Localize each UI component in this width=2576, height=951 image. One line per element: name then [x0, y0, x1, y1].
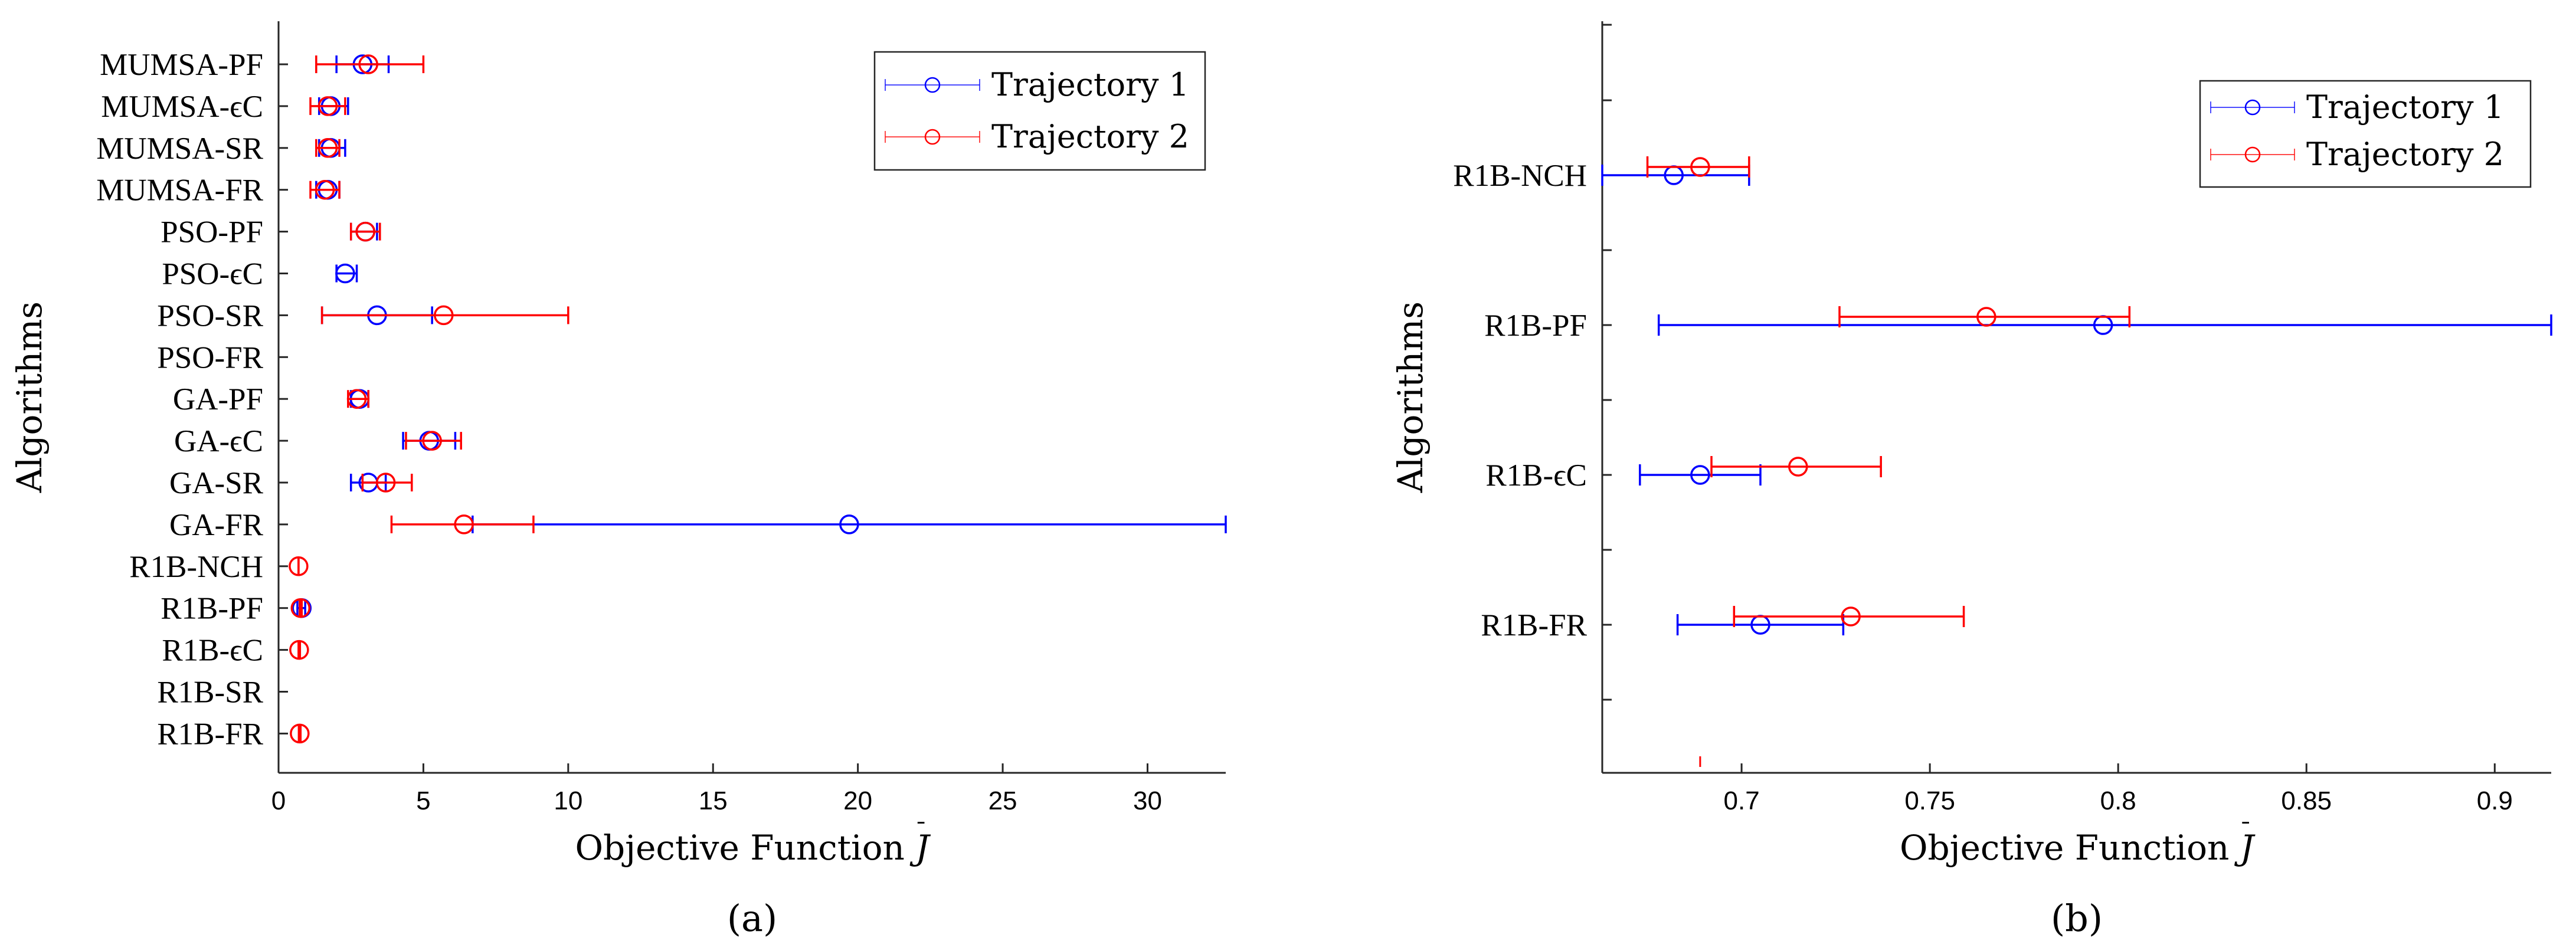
data-point — [434, 305, 454, 326]
y-tick-label: GA-ϵC — [174, 424, 263, 458]
data-point — [318, 96, 338, 116]
data-point — [335, 263, 355, 284]
y-tick-label: R1B-ϵC — [1485, 458, 1587, 493]
data-point — [375, 473, 396, 493]
y-tick-label: MUMSA-SR — [96, 132, 263, 166]
y-tick-label: R1B-FR — [1481, 608, 1587, 642]
legend-a: Trajectory 1 Trajectory 2 — [873, 51, 1206, 171]
y-tick-label: R1B-PF — [161, 592, 263, 626]
data-point — [289, 640, 309, 660]
data-point — [422, 431, 442, 451]
data-point — [318, 138, 338, 158]
y-tick-label: MUMSA-FR — [96, 173, 263, 208]
x-tick-label: 0.7 — [1724, 786, 1760, 815]
data-point — [1690, 157, 1710, 177]
y-tick-label: MUMSA-ϵC — [101, 90, 263, 124]
x-tick-label: 20 — [843, 786, 872, 815]
x-tick-label: 10 — [554, 786, 582, 815]
legend-sample-marker — [924, 77, 941, 93]
y-tick-label: R1B-ϵC — [162, 634, 263, 668]
data-point — [355, 221, 375, 242]
panel-label-a: (a) — [727, 897, 777, 940]
y-tick-label: GA-FR — [169, 508, 264, 542]
y-tick-label: R1B-NCH — [1453, 159, 1587, 193]
x-tick-label: 25 — [988, 786, 1017, 815]
x-tick-label: 30 — [1133, 786, 1162, 815]
data-point — [346, 389, 367, 409]
data-point — [1976, 307, 1996, 327]
chart-panel-a: 0 5 10 15 20 25 30 MUMSA-PF MUMSA-ϵC MUMSA-SR MUMS… — [9, 21, 1227, 940]
x-tick-label: 5 — [416, 786, 430, 815]
data-point — [1690, 465, 1710, 485]
legend-sample-marker — [924, 129, 941, 145]
y-tick-label: GA-PF — [173, 382, 263, 417]
axes-b: 0.7 0.75 0.8 0.85 0.9 R1B-NCH R1B-PF R1B-ϵC R1B-… — [1453, 21, 2551, 815]
legend-entry-label: Trajectory 2 — [991, 118, 1189, 155]
data-point — [290, 598, 311, 618]
y-tick-label: MUMSA-PF — [100, 48, 263, 82]
y-tick-label: R1B-FR — [157, 717, 263, 751]
legend-box — [873, 51, 1206, 171]
data-point — [839, 514, 859, 534]
x-tick-label: 0.9 — [2477, 786, 2513, 815]
y-tick-label: R1B-NCH — [129, 550, 263, 584]
y-tick-label: PSO-PF — [161, 215, 263, 250]
y-axis-label-a: Algorithms — [9, 301, 50, 493]
data-point — [315, 179, 335, 200]
axes-a: 0 5 10 15 20 25 30 MUMSA-PF MUMSA-ϵC MUMSA-SR MUMS… — [96, 21, 1226, 815]
legend-entry-label: Trajectory 2 — [2306, 136, 2504, 173]
data-marks-b — [1601, 156, 2552, 767]
data-point — [454, 514, 474, 534]
x-tick-label: 0.8 — [2100, 786, 2136, 815]
y-tick-label: PSO-ϵC — [162, 257, 263, 291]
data-point — [1841, 606, 1861, 627]
x-tick-label: 0.85 — [2281, 786, 2332, 815]
y-tick-label: PSO-FR — [157, 340, 263, 375]
legend-entry-label: Trajectory 1 — [2306, 88, 2504, 126]
legend-box — [2199, 80, 2532, 188]
panel-label-b: (b) — [2051, 897, 2103, 940]
data-point — [358, 54, 378, 74]
x-tick-label: 0.75 — [1904, 786, 1955, 815]
legend-entry-label: Trajectory 1 — [991, 66, 1189, 103]
data-point — [289, 556, 309, 576]
y-tick-label: PSO-SR — [157, 299, 263, 333]
legend-sample-marker — [2244, 99, 2261, 116]
data-point — [290, 723, 310, 744]
legend-b: Trajectory 1 Trajectory 2 — [2199, 80, 2532, 188]
y-axis-label-b: Algorithms — [1390, 301, 1431, 493]
x-axis-label-b: Objective Function J¯ — [1900, 818, 2256, 868]
data-point — [1788, 457, 1808, 477]
x-axis-label-a: Objective Function J¯ — [575, 818, 931, 868]
y-tick-label: GA-SR — [169, 466, 264, 500]
x-tick-label: 15 — [699, 786, 728, 815]
y-tick-label: R1B-PF — [1484, 309, 1587, 343]
y-tick-label: R1B-SR — [157, 675, 263, 710]
legend-sample-marker — [2244, 146, 2261, 163]
data-marks-a — [289, 54, 1227, 744]
chart-panel-b: 0.7 0.75 0.8 0.85 0.9 R1B-NCH R1B-PF R1B-ϵC R1B-… — [1390, 21, 2552, 940]
x-tick-label: 0 — [271, 786, 286, 815]
